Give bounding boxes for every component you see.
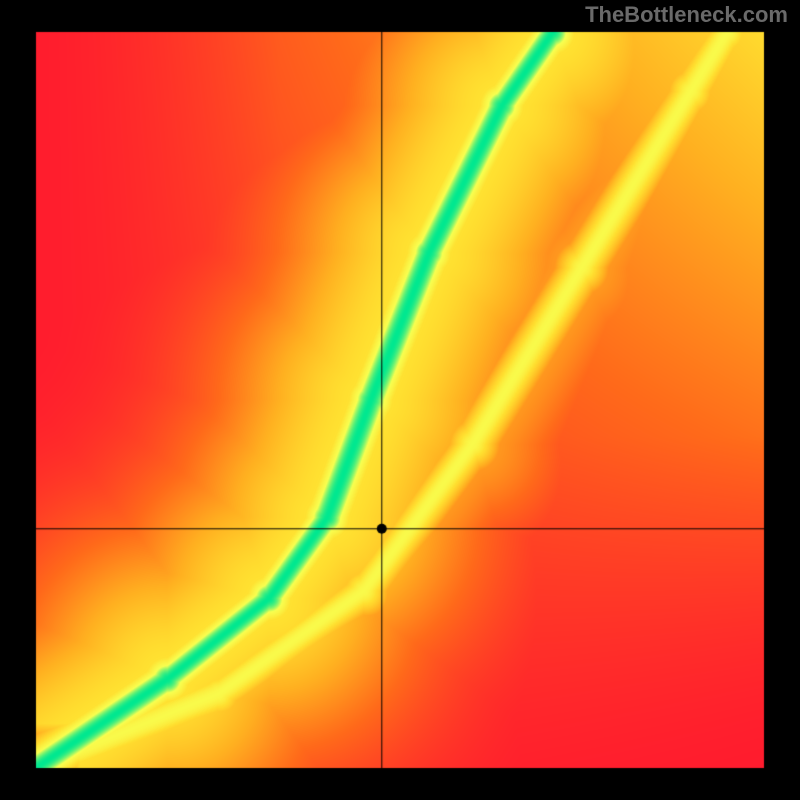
heatmap-canvas [0,0,800,800]
watermark-text: TheBottleneck.com [585,2,788,28]
chart-container: TheBottleneck.com [0,0,800,800]
